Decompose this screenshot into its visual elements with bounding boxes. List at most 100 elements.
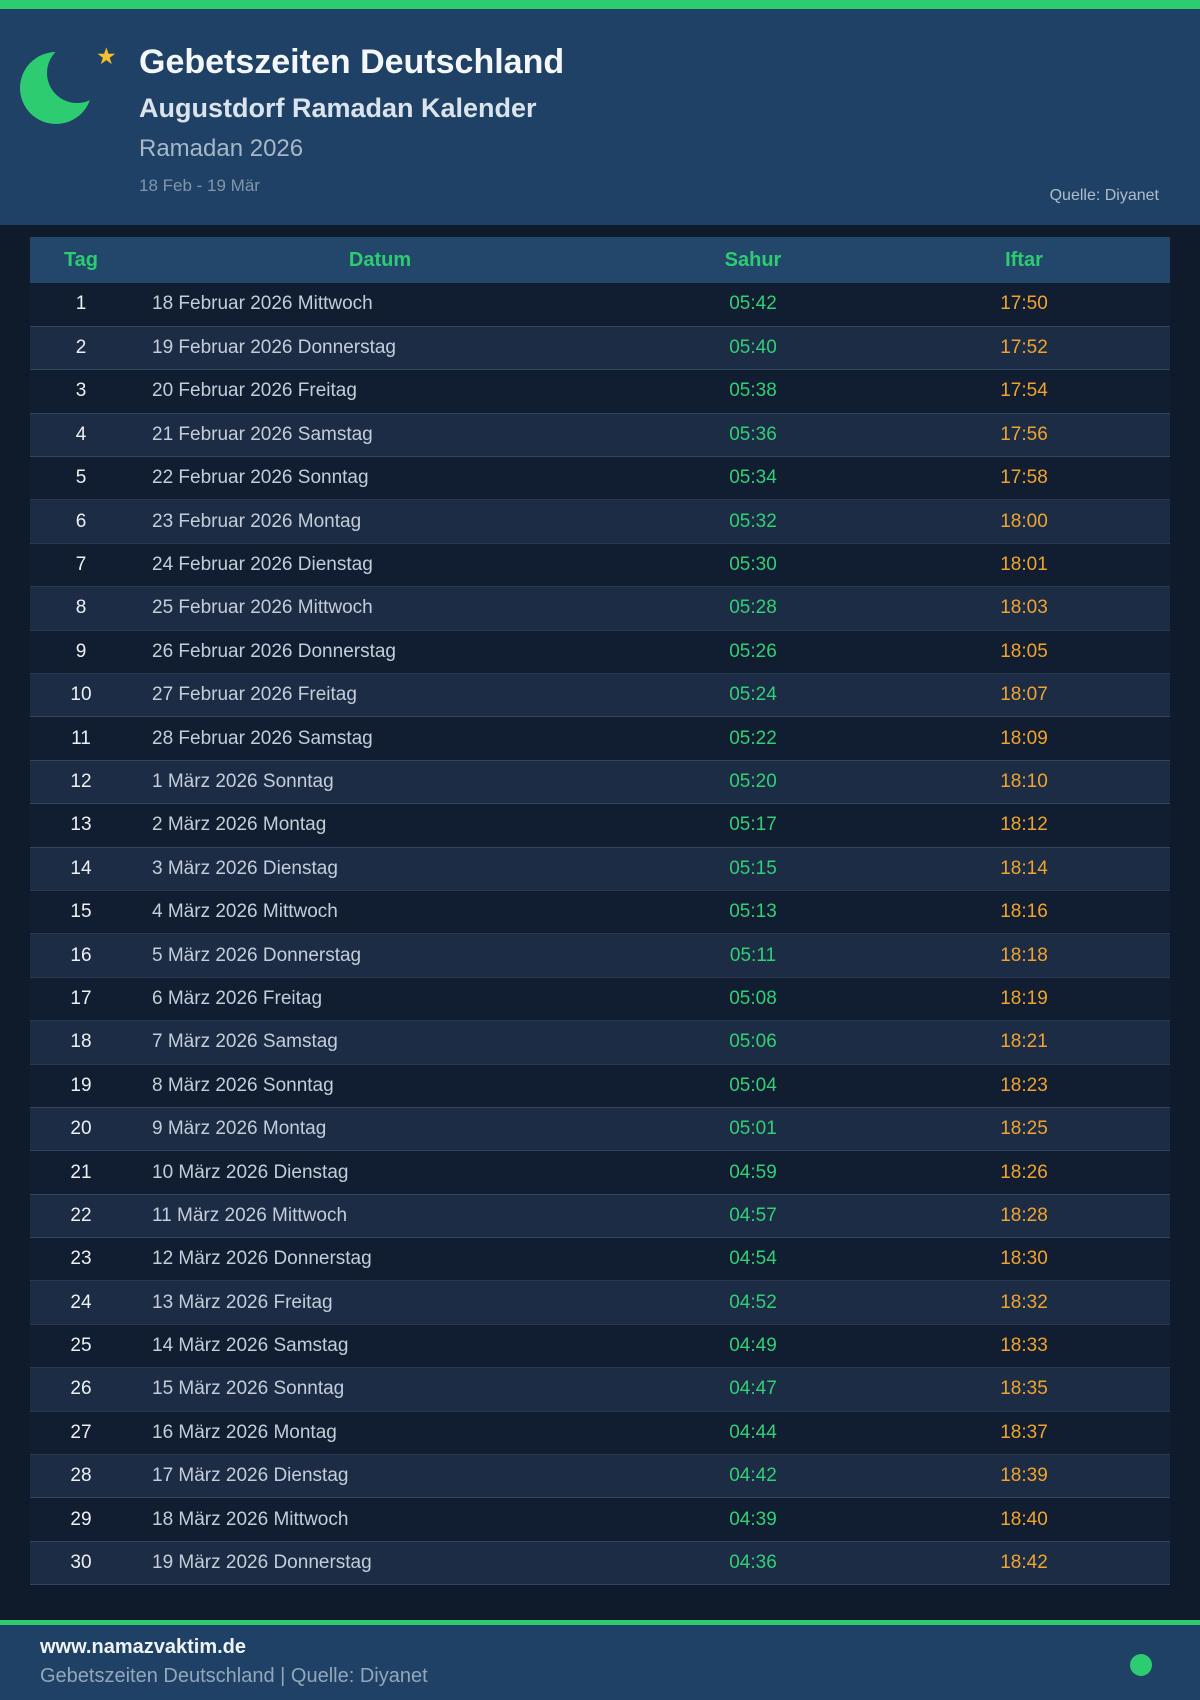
datum-cell: 4 März 2026 Mittwoch: [152, 901, 338, 923]
iftar-cell: 18:32: [1000, 1291, 1048, 1313]
sahur-cell: 05:42: [729, 293, 777, 315]
tag-cell: 29: [70, 1508, 92, 1530]
iftar-cell: 17:54: [1000, 380, 1048, 402]
table-row: 26 15 März 2026 Sonntag 04:47 18:35: [30, 1367, 1170, 1412]
sahur-cell: 05:08: [729, 987, 777, 1009]
sahur-cell: 05:36: [729, 423, 777, 445]
col-header-datum: Datum: [132, 237, 628, 283]
header-banner: ★ Gebetszeiten Deutschland Augustdorf Ra…: [0, 9, 1200, 225]
tag-cell: 24: [70, 1291, 92, 1313]
table-row: 16 5 März 2026 Donnerstag 05:11 18:18: [30, 933, 1170, 978]
table-row: 5 22 Februar 2026 Sonntag 05:34 17:58: [30, 456, 1170, 500]
sahur-cell: 05:04: [729, 1074, 777, 1096]
datum-cell: 25 Februar 2026 Mittwoch: [152, 597, 373, 619]
table-row: 14 3 März 2026 Dienstag 05:15 18:14: [30, 847, 1170, 891]
datum-cell: 1 März 2026 Sonntag: [152, 770, 334, 792]
iftar-cell: 18:10: [1000, 770, 1048, 792]
sahur-cell: 05:06: [729, 1031, 777, 1053]
table-row: 2 19 Februar 2026 Donnerstag 05:40 17:52: [30, 326, 1170, 370]
sahur-cell: 04:49: [729, 1335, 777, 1357]
iftar-cell: 18:09: [1000, 727, 1048, 749]
sahur-cell: 05:17: [729, 814, 777, 836]
sahur-cell: 04:47: [729, 1378, 777, 1400]
tag-cell: 23: [70, 1248, 92, 1270]
iftar-cell: 18:16: [1000, 901, 1048, 923]
tag-cell: 14: [70, 857, 92, 879]
datum-cell: 18 März 2026 Mittwoch: [152, 1508, 349, 1530]
table-row: 18 7 März 2026 Samstag 05:06 18:21: [30, 1020, 1170, 1065]
table-row: 1 18 Februar 2026 Mittwoch 05:42 17:50: [30, 283, 1170, 327]
table-body: 1 18 Februar 2026 Mittwoch 05:42 17:50 2…: [30, 283, 1170, 1585]
tag-cell: 16: [70, 944, 92, 966]
datum-cell: 3 März 2026 Dienstag: [152, 857, 338, 879]
table-row: 15 4 März 2026 Mittwoch 05:13 18:16: [30, 890, 1170, 934]
tag-cell: 15: [70, 901, 92, 923]
tag-cell: 26: [70, 1378, 92, 1400]
iftar-cell: 18:07: [1000, 684, 1048, 706]
datum-cell: 19 März 2026 Donnerstag: [152, 1552, 372, 1574]
sahur-cell: 05:32: [729, 510, 777, 532]
iftar-cell: 18:26: [1000, 1161, 1048, 1183]
datum-cell: 12 März 2026 Donnerstag: [152, 1248, 372, 1270]
table-row: 23 12 März 2026 Donnerstag 04:54 18:30: [30, 1237, 1170, 1281]
iftar-cell: 18:23: [1000, 1074, 1048, 1096]
sahur-cell: 05:40: [729, 337, 777, 359]
iftar-cell: 18:35: [1000, 1378, 1048, 1400]
table-row: 9 26 Februar 2026 Donnerstag 05:26 18:05: [30, 630, 1170, 674]
table-header-row: Tag Datum Sahur Iftar: [30, 237, 1170, 283]
iftar-cell: 17:50: [1000, 293, 1048, 315]
top-accent-bar: [0, 0, 1200, 9]
star-icon: ★: [96, 43, 117, 69]
datum-cell: 24 Februar 2026 Dienstag: [152, 554, 373, 576]
table-row: 28 17 März 2026 Dienstag 04:42 18:39: [30, 1454, 1170, 1498]
tag-cell: 28: [70, 1465, 92, 1487]
table-row: 6 23 Februar 2026 Montag 05:32 18:00: [30, 499, 1170, 544]
datum-cell: 23 Februar 2026 Montag: [152, 510, 362, 532]
iftar-cell: 17:58: [1000, 467, 1048, 489]
datum-cell: 10 März 2026 Dienstag: [152, 1161, 349, 1183]
tag-cell: 30: [70, 1552, 92, 1574]
source-label: Quelle: Diyanet: [1049, 187, 1159, 204]
sahur-cell: 05:28: [729, 597, 777, 619]
iftar-cell: 17:52: [1000, 337, 1048, 359]
iftar-cell: 18:30: [1000, 1248, 1048, 1270]
iftar-cell: 18:00: [1000, 510, 1048, 532]
sahur-cell: 04:44: [729, 1421, 777, 1443]
datum-cell: 5 März 2026 Donnerstag: [152, 944, 362, 966]
table-row: 11 28 Februar 2026 Samstag 05:22 18:09: [30, 716, 1170, 761]
datum-cell: 14 März 2026 Samstag: [152, 1335, 349, 1357]
website-url[interactable]: www.namazvaktim.de: [40, 1636, 246, 1659]
table-row: 21 10 März 2026 Dienstag 04:59 18:26: [30, 1150, 1170, 1195]
iftar-cell: 18:21: [1000, 1031, 1048, 1053]
sahur-cell: 04:39: [729, 1508, 777, 1530]
tag-cell: 5: [75, 467, 87, 489]
table-row: 27 16 März 2026 Montag 04:44 18:37: [30, 1411, 1170, 1455]
tag-cell: 13: [70, 814, 92, 836]
sahur-cell: 05:30: [729, 554, 777, 576]
page-subtitle: Augustdorf Ramadan Kalender: [139, 93, 537, 124]
datum-cell: 15 März 2026 Sonntag: [152, 1378, 345, 1400]
tag-cell: 22: [70, 1204, 92, 1226]
footer-tagline: Gebetszeiten Deutschland | Quelle: Diyan…: [40, 1665, 428, 1688]
datum-cell: 7 März 2026 Samstag: [152, 1031, 338, 1053]
table-row: 29 18 März 2026 Mittwoch 04:39 18:40: [30, 1497, 1170, 1542]
tag-cell: 27: [70, 1421, 92, 1443]
col-header-tag: Tag: [30, 237, 132, 283]
tag-cell: 25: [70, 1335, 92, 1357]
sahur-cell: 04:59: [729, 1161, 777, 1183]
datum-cell: 19 Februar 2026 Donnerstag: [152, 337, 396, 359]
datum-cell: 13 März 2026 Freitag: [152, 1291, 333, 1313]
tag-cell: 12: [70, 770, 92, 792]
tag-cell: 8: [75, 597, 87, 619]
sahur-cell: 05:13: [729, 901, 777, 923]
tag-cell: 6: [75, 510, 87, 532]
tag-cell: 9: [75, 640, 87, 662]
season-label: Ramadan 2026: [139, 135, 304, 163]
sahur-cell: 05:26: [729, 640, 777, 662]
tag-cell: 1: [75, 293, 87, 315]
datum-cell: 6 März 2026 Freitag: [152, 987, 323, 1009]
footer: www.namazvaktim.de Gebetszeiten Deutschl…: [0, 1625, 1200, 1700]
table-row: 13 2 März 2026 Montag 05:17 18:12: [30, 803, 1170, 848]
datum-cell: 22 Februar 2026 Sonntag: [152, 467, 369, 489]
datum-cell: 8 März 2026 Sonntag: [152, 1074, 334, 1096]
